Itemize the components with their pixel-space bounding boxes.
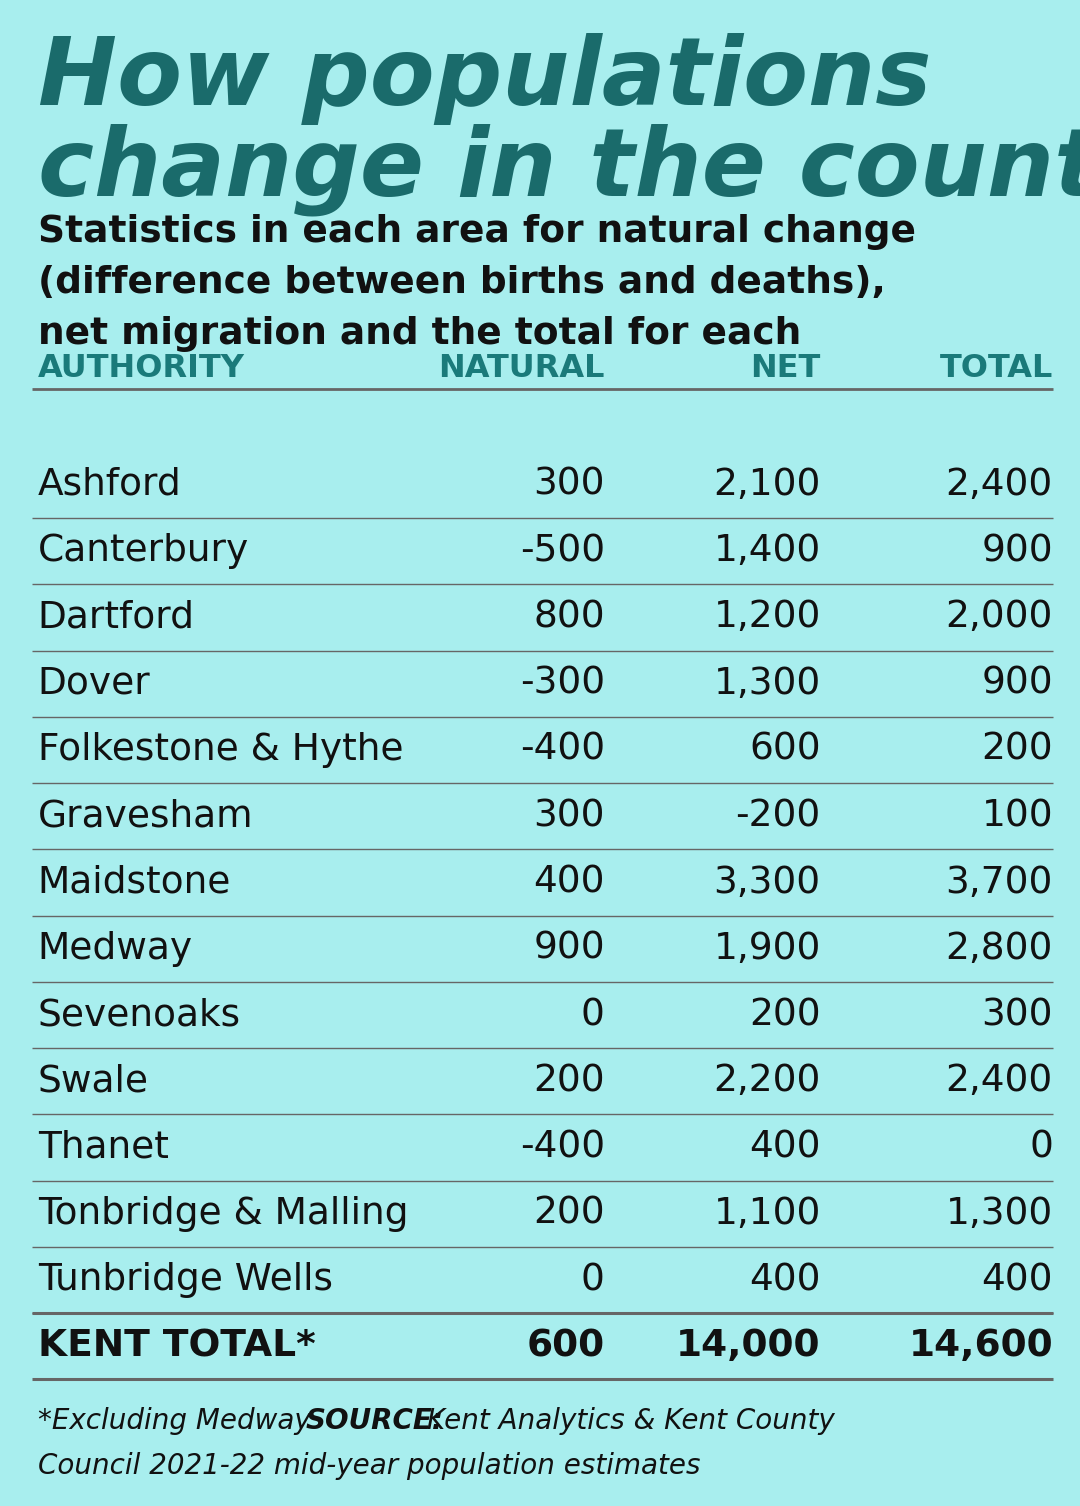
Text: Dover: Dover xyxy=(38,666,150,702)
Text: 1,300: 1,300 xyxy=(946,1196,1053,1232)
Text: Statistics in each area for natural change: Statistics in each area for natural chan… xyxy=(38,214,916,250)
Text: -300: -300 xyxy=(519,666,605,702)
Text: 400: 400 xyxy=(750,1262,821,1298)
Text: Canterbury: Canterbury xyxy=(38,533,249,569)
Text: KENT TOTAL*: KENT TOTAL* xyxy=(38,1328,315,1364)
Text: -500: -500 xyxy=(519,533,605,569)
Text: 3,300: 3,300 xyxy=(714,864,821,901)
Text: 200: 200 xyxy=(534,1063,605,1099)
Text: 600: 600 xyxy=(527,1328,605,1364)
Text: Sevenoaks: Sevenoaks xyxy=(38,997,241,1033)
Text: Folkestone & Hythe: Folkestone & Hythe xyxy=(38,732,403,768)
Text: 1,900: 1,900 xyxy=(714,931,821,967)
Text: -200: -200 xyxy=(735,798,821,834)
Text: 2,400: 2,400 xyxy=(946,1063,1053,1099)
Text: 300: 300 xyxy=(982,997,1053,1033)
Text: 1,400: 1,400 xyxy=(714,533,821,569)
Text: 600: 600 xyxy=(750,732,821,768)
Text: NATURAL: NATURAL xyxy=(438,352,605,384)
Text: 400: 400 xyxy=(534,864,605,901)
Text: Maidstone: Maidstone xyxy=(38,864,231,901)
Text: 2,400: 2,400 xyxy=(946,467,1053,503)
Text: Council 2021-22 mid-year population estimates: Council 2021-22 mid-year population esti… xyxy=(38,1452,700,1480)
Text: 1,300: 1,300 xyxy=(714,666,821,702)
Text: change in the county: change in the county xyxy=(38,123,1080,215)
Text: TOTAL: TOTAL xyxy=(940,352,1053,384)
Text: -400: -400 xyxy=(519,1130,605,1166)
Text: Tonbridge & Malling: Tonbridge & Malling xyxy=(38,1196,408,1232)
Text: SOURCE:: SOURCE: xyxy=(306,1407,444,1435)
Text: 200: 200 xyxy=(534,1196,605,1232)
Text: 1,200: 1,200 xyxy=(714,599,821,636)
Text: 3,700: 3,700 xyxy=(946,864,1053,901)
Text: 0: 0 xyxy=(581,1262,605,1298)
Text: 400: 400 xyxy=(750,1130,821,1166)
Text: 300: 300 xyxy=(534,467,605,503)
Text: Kent Analytics & Kent County: Kent Analytics & Kent County xyxy=(418,1407,835,1435)
Text: *Excluding Medway: *Excluding Medway xyxy=(38,1407,328,1435)
Text: Medway: Medway xyxy=(38,931,193,967)
Text: 2,800: 2,800 xyxy=(946,931,1053,967)
Text: 300: 300 xyxy=(534,798,605,834)
Text: 900: 900 xyxy=(982,666,1053,702)
Text: 200: 200 xyxy=(750,997,821,1033)
Text: 800: 800 xyxy=(534,599,605,636)
Text: (difference between births and deaths),: (difference between births and deaths), xyxy=(38,265,886,301)
Text: 200: 200 xyxy=(982,732,1053,768)
Text: Gravesham: Gravesham xyxy=(38,798,254,834)
Text: How populations: How populations xyxy=(38,33,931,125)
Text: Tunbridge Wells: Tunbridge Wells xyxy=(38,1262,333,1298)
Text: net migration and the total for each: net migration and the total for each xyxy=(38,316,801,352)
Text: 2,100: 2,100 xyxy=(714,467,821,503)
Text: 900: 900 xyxy=(534,931,605,967)
Text: Dartford: Dartford xyxy=(38,599,194,636)
Text: 0: 0 xyxy=(581,997,605,1033)
Text: 1,100: 1,100 xyxy=(714,1196,821,1232)
Text: 14,000: 14,000 xyxy=(676,1328,821,1364)
Text: Swale: Swale xyxy=(38,1063,149,1099)
Text: -400: -400 xyxy=(519,732,605,768)
Text: 2,200: 2,200 xyxy=(714,1063,821,1099)
Text: Thanet: Thanet xyxy=(38,1130,168,1166)
Text: 900: 900 xyxy=(982,533,1053,569)
Text: 14,600: 14,600 xyxy=(908,1328,1053,1364)
Text: AUTHORITY: AUTHORITY xyxy=(38,352,245,384)
Text: NET: NET xyxy=(751,352,821,384)
Text: 0: 0 xyxy=(1029,1130,1053,1166)
Text: 400: 400 xyxy=(982,1262,1053,1298)
Text: 2,000: 2,000 xyxy=(946,599,1053,636)
Text: 100: 100 xyxy=(982,798,1053,834)
Text: Ashford: Ashford xyxy=(38,467,181,503)
